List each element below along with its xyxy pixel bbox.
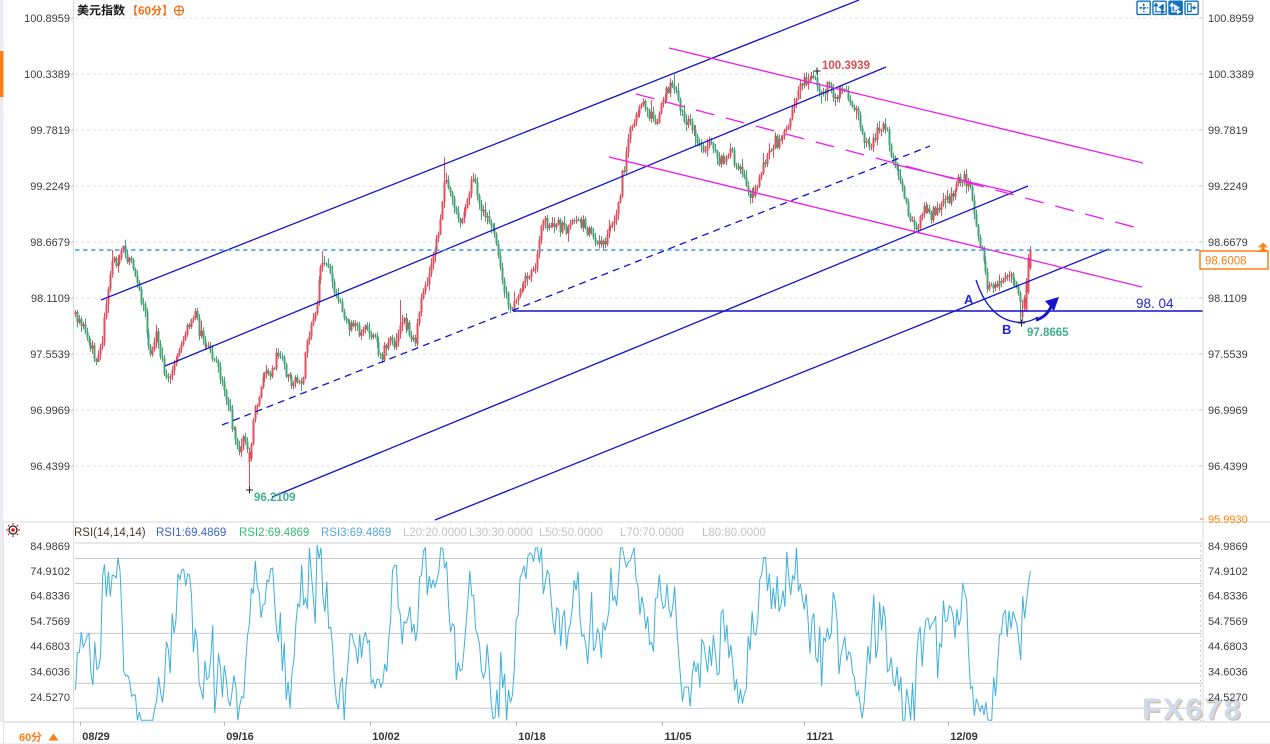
- svg-text:44.6803: 44.6803: [30, 641, 70, 653]
- svg-text:44.6803: 44.6803: [1208, 641, 1248, 653]
- svg-text:98. 04: 98. 04: [1136, 296, 1174, 311]
- svg-text:74.9102: 74.9102: [30, 566, 70, 578]
- svg-text:08/29: 08/29: [82, 731, 110, 743]
- svg-text:100.8959: 100.8959: [24, 13, 70, 25]
- svg-text:98.1109: 98.1109: [31, 293, 70, 305]
- svg-text:99.7819: 99.7819: [1208, 125, 1248, 137]
- svg-text:100.3389: 100.3389: [1208, 69, 1254, 81]
- svg-text:99.7819: 99.7819: [30, 125, 70, 137]
- svg-text:96.4399: 96.4399: [1208, 461, 1248, 473]
- svg-text:10/02: 10/02: [372, 731, 400, 743]
- svg-text:L80:80.0000: L80:80.0000: [702, 527, 766, 539]
- svg-text:97.8665: 97.8665: [1027, 327, 1069, 339]
- svg-text:L70:70.0000: L70:70.0000: [620, 527, 684, 539]
- svg-text:99.2249: 99.2249: [30, 181, 70, 193]
- svg-text:54.7569: 54.7569: [1208, 616, 1248, 628]
- svg-text:10/18: 10/18: [518, 731, 546, 743]
- svg-text:96.2109: 96.2109: [254, 492, 296, 504]
- svg-text:96.9969: 96.9969: [1208, 405, 1248, 417]
- svg-text:12/09: 12/09: [950, 731, 978, 743]
- svg-text:98.6679: 98.6679: [1208, 237, 1248, 249]
- svg-text:RSI3:69.4869: RSI3:69.4869: [321, 527, 391, 539]
- svg-text:RSI(14,14,14): RSI(14,14,14): [74, 527, 146, 539]
- svg-text:09/16: 09/16: [226, 731, 254, 743]
- svg-text:B: B: [1002, 322, 1011, 337]
- svg-text:97.5539: 97.5539: [30, 349, 70, 361]
- svg-text:RSI2:69.4869: RSI2:69.4869: [239, 527, 309, 539]
- svg-text:64.8336: 64.8336: [1208, 591, 1248, 603]
- svg-text:11/21: 11/21: [807, 731, 834, 743]
- svg-text:FX678: FX678: [1142, 693, 1243, 726]
- svg-text:34.6036: 34.6036: [1208, 667, 1248, 679]
- svg-text:98.1109: 98.1109: [1208, 293, 1247, 305]
- svg-text:98.6679: 98.6679: [30, 237, 70, 249]
- svg-text:54.7569: 54.7569: [30, 616, 70, 628]
- svg-text:24.5270: 24.5270: [30, 692, 70, 704]
- svg-text:95.9930: 95.9930: [1208, 514, 1248, 526]
- svg-text:100.3939: 100.3939: [822, 60, 870, 72]
- svg-text:L20:20.0000: L20:20.0000: [403, 527, 467, 539]
- svg-text:100.8959: 100.8959: [1208, 13, 1254, 25]
- svg-text:84.9869: 84.9869: [1208, 541, 1248, 553]
- svg-text:34.6036: 34.6036: [30, 667, 70, 679]
- svg-text:11/05: 11/05: [665, 731, 692, 743]
- svg-text:74.9102: 74.9102: [1208, 566, 1248, 578]
- svg-text:100.3389: 100.3389: [24, 69, 70, 81]
- svg-text:98.6008: 98.6008: [1205, 256, 1247, 268]
- svg-text:99.2249: 99.2249: [1208, 181, 1248, 193]
- svg-text:96.4399: 96.4399: [30, 461, 70, 473]
- svg-text:L50:50.0000: L50:50.0000: [539, 527, 603, 539]
- svg-text:64.8336: 64.8336: [30, 591, 70, 603]
- svg-text:60: 60: [19, 732, 31, 744]
- svg-text:84.9869: 84.9869: [30, 541, 70, 553]
- svg-text:24.5270: 24.5270: [1208, 692, 1248, 704]
- svg-text:97.5539: 97.5539: [1208, 349, 1248, 361]
- svg-text:96.9969: 96.9969: [30, 405, 70, 417]
- svg-text:A: A: [964, 292, 974, 307]
- svg-text:L30:30.0000: L30:30.0000: [469, 527, 533, 539]
- svg-text:RSI1:69.4869: RSI1:69.4869: [156, 527, 226, 539]
